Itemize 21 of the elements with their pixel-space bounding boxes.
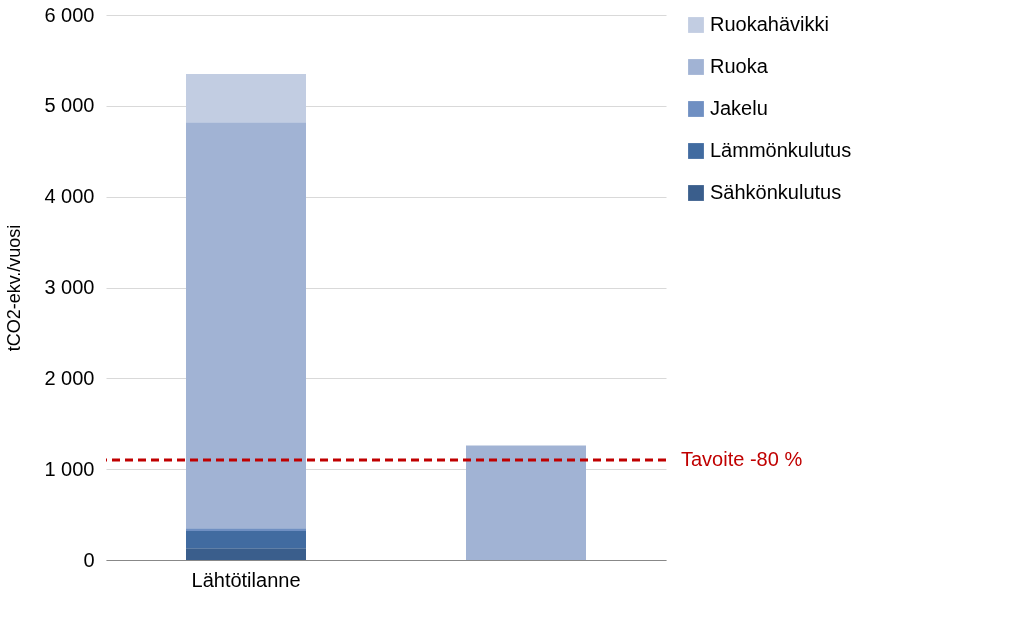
legend-label: Ruokahävikki <box>710 13 829 35</box>
ref-line-label: Tavoite -80 % <box>681 448 803 471</box>
x-tick-label: Lähtötilanne <box>191 568 301 591</box>
bar <box>186 548 306 560</box>
bar <box>186 122 306 529</box>
y-tick-label: 1 000 <box>44 457 95 480</box>
legend-label: Sähkönkulutus <box>710 181 842 203</box>
bar <box>186 528 306 531</box>
y-tick-label: 6 000 <box>44 3 95 26</box>
y-axis-title: tCO2-ekv./vuosi <box>4 224 25 352</box>
y-tick-label: 0 <box>83 548 95 571</box>
bar <box>186 74 306 123</box>
legend-label: Ruoka <box>710 55 769 77</box>
y-tick-label: 4 000 <box>44 185 95 208</box>
bar <box>186 530 306 549</box>
y-tick-label: 3 000 <box>44 276 95 298</box>
legend-label: Jakelu <box>710 97 768 119</box>
y-tick-label: 5 000 <box>44 94 95 117</box>
legend-label: Lämmönkulutus <box>710 139 852 161</box>
y-tick-label: 2 000 <box>44 366 95 389</box>
bar <box>466 445 586 560</box>
